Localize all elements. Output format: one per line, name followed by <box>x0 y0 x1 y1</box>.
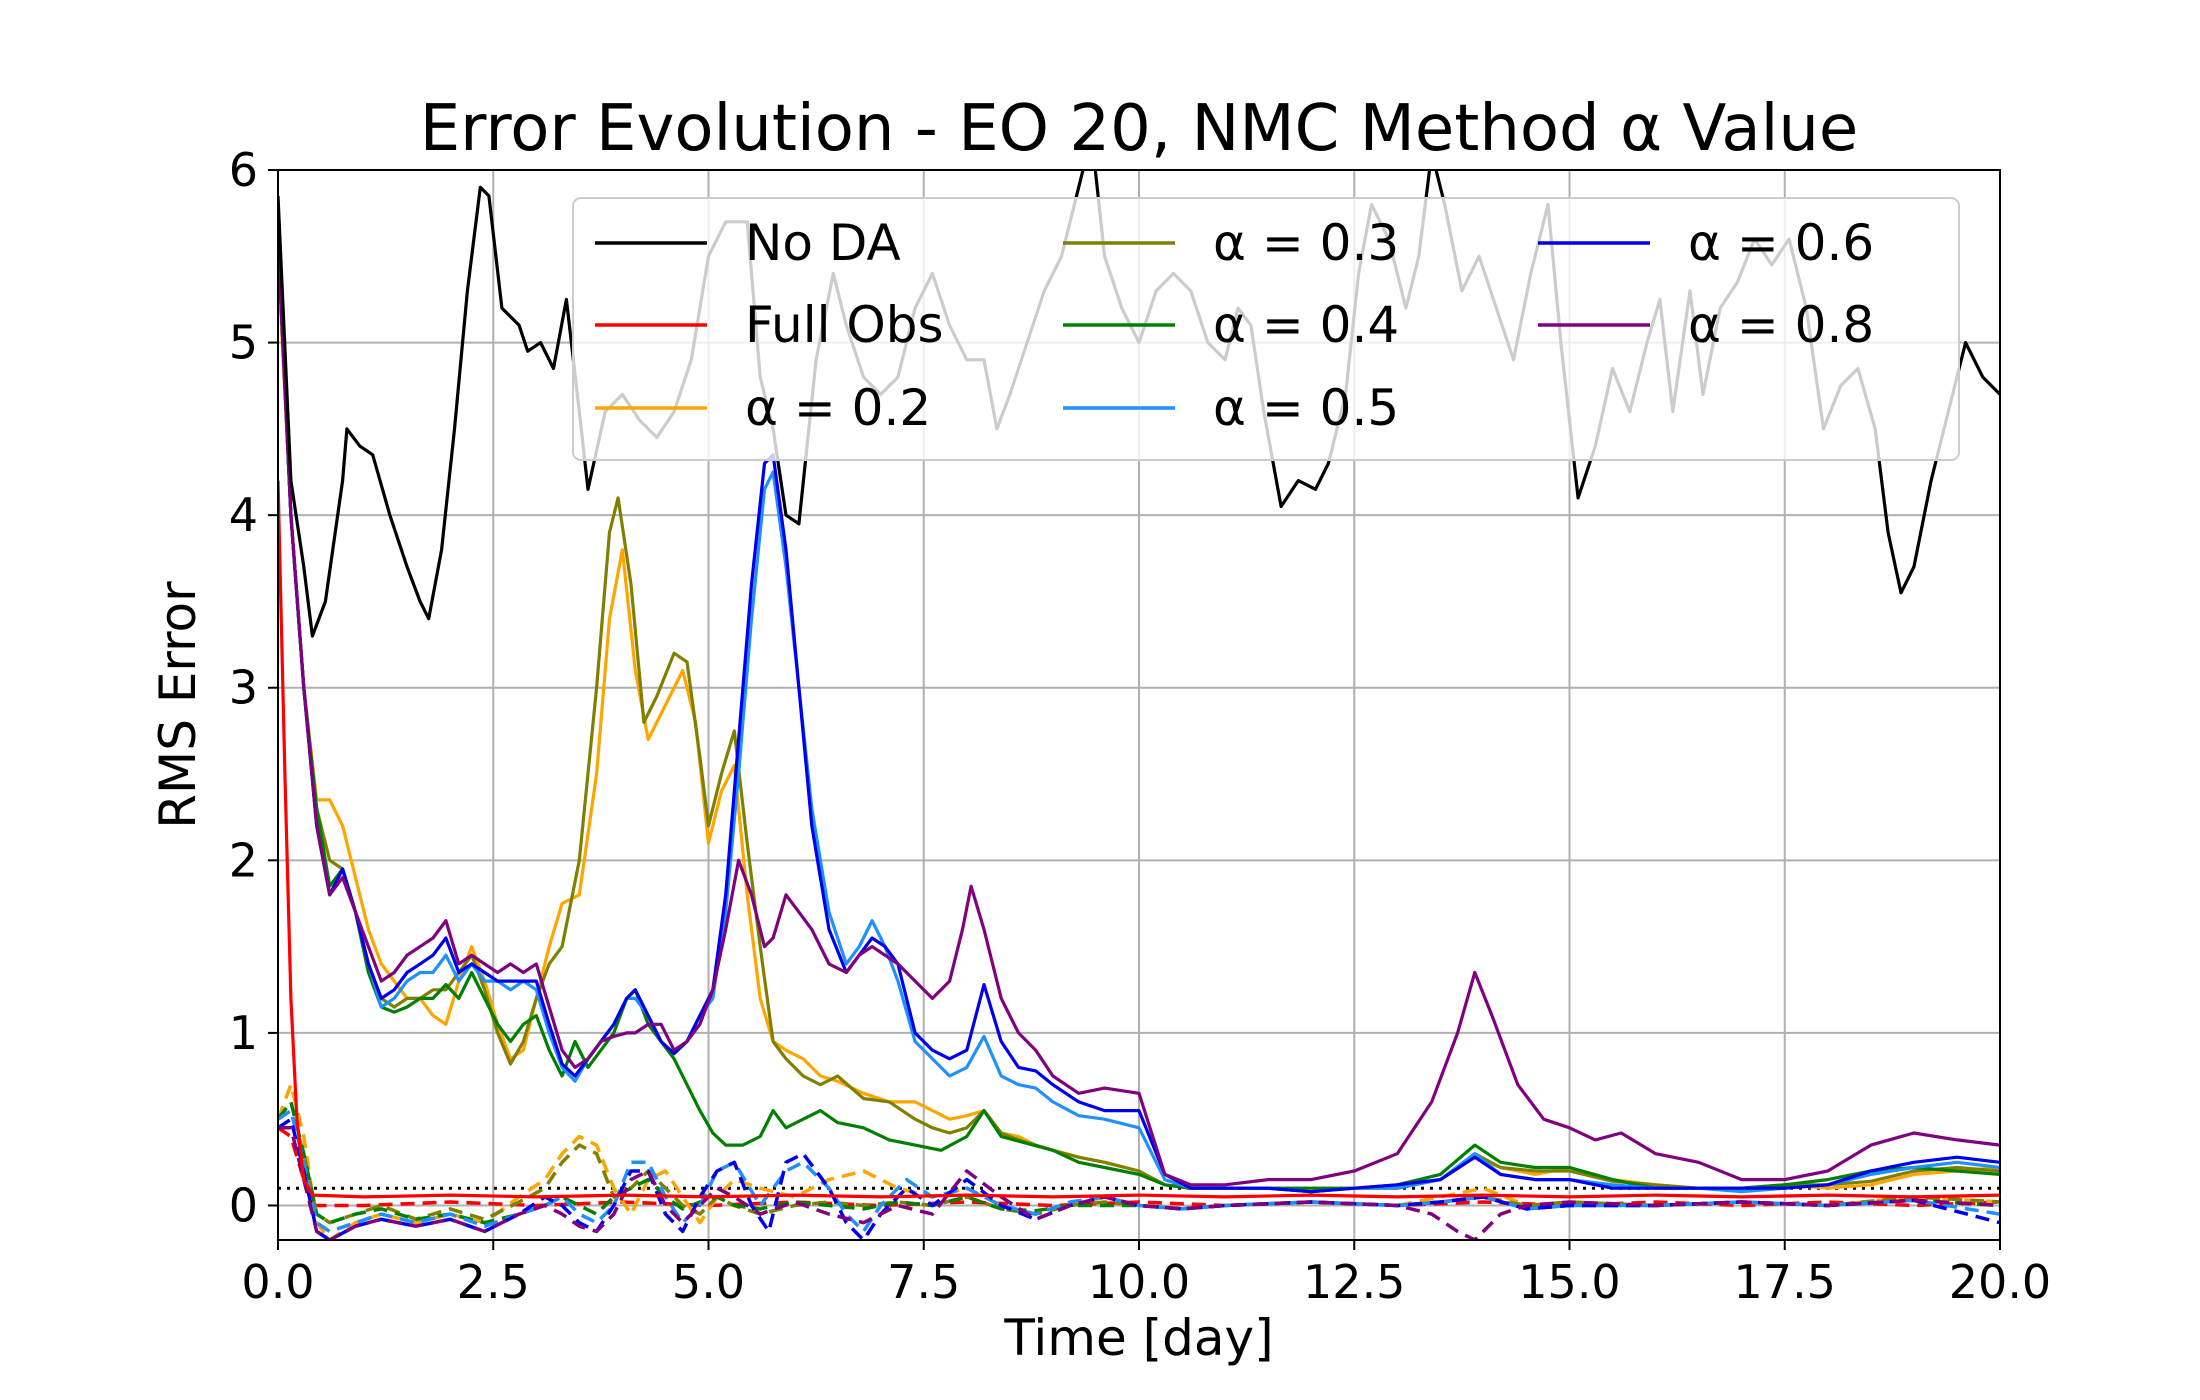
series-line-7 <box>278 238 2000 1187</box>
x-tick-label: 20.0 <box>1949 1255 2051 1309</box>
y-tick-label: 5 <box>229 316 258 370</box>
y-axis: 0 1 2 3 4 5 6 <box>229 143 278 1232</box>
legend-label: α = 0.3 <box>1213 214 1399 272</box>
y-axis-label: RMS Error <box>149 581 207 829</box>
x-tick-label: 15.0 <box>1518 1255 1620 1309</box>
series-line-1 <box>278 480 2000 1199</box>
y-tick-label: 6 <box>229 143 258 197</box>
y-tick-label: 4 <box>229 488 258 542</box>
legend-label: α = 0.5 <box>1213 379 1399 437</box>
legend-label: α = 0.6 <box>1688 214 1874 272</box>
legend-label: No DA <box>745 214 901 272</box>
series-line-4 <box>278 238 2000 1190</box>
legend-label: α = 0.8 <box>1688 296 1874 354</box>
y-tick-label: 1 <box>229 1006 258 1060</box>
legend-box <box>572 197 1960 461</box>
y-tick-label: 3 <box>229 661 258 715</box>
x-axis: 0.0 2.5 5.0 7.5 10.0 12.5 15.0 17.5 20.0 <box>241 1240 2051 1309</box>
legend-label: α = 0.4 <box>1213 296 1399 354</box>
series-line-6 <box>278 238 2000 1194</box>
x-tick-label: 10.0 <box>1088 1255 1190 1309</box>
x-tick-label: 17.5 <box>1734 1255 1836 1309</box>
x-tick-label: 12.5 <box>1303 1255 1405 1309</box>
x-tick-label: 7.5 <box>887 1255 960 1309</box>
chart-title: Error Evolution - EO 20, NMC Method α Va… <box>420 92 1859 166</box>
x-tick-label: 2.5 <box>457 1255 530 1309</box>
legend-label: Full Obs <box>745 296 944 354</box>
y-tick-label: 0 <box>229 1178 258 1232</box>
series-line-dashed-14 <box>278 1126 2000 1240</box>
legend: No DA Full Obs α = 0.2 α = 0.3 α = 0.4 α = 0.… <box>572 197 1960 461</box>
x-axis-label: Time [day] <box>1003 1309 1273 1367</box>
x-tick-label: 0.0 <box>241 1255 314 1309</box>
y-tick-label: 2 <box>229 833 258 887</box>
x-tick-label: 5.0 <box>672 1255 745 1309</box>
series-line-dashed-13 <box>278 1117 2000 1240</box>
series-line-dashed-12 <box>278 1108 2000 1234</box>
legend-label: α = 0.2 <box>745 379 931 437</box>
